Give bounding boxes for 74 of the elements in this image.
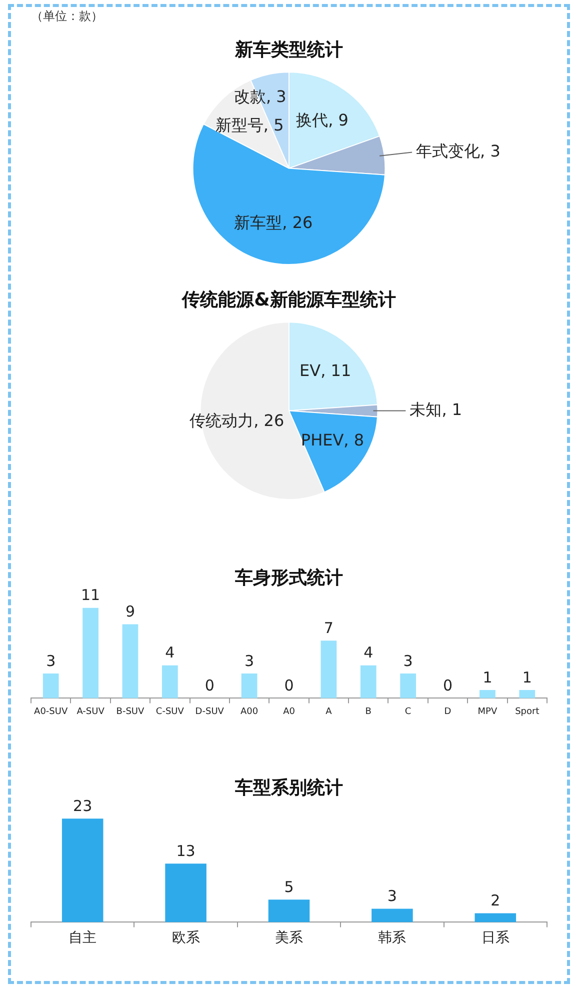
bar (82, 608, 98, 698)
data-label: 4 (364, 644, 374, 662)
slice-label: 年式变化 (416, 141, 480, 160)
x-tick-label: 自主 (68, 930, 97, 946)
bar (241, 674, 258, 698)
bar (360, 665, 376, 698)
data-label: 7 (324, 619, 334, 638)
data-label: 0 (442, 676, 453, 695)
data-label: 0 (204, 676, 214, 695)
x-tick-label: C-SUV (156, 706, 185, 717)
data-label: , 1 (442, 400, 462, 419)
chart-title: 车型系别统计 (234, 777, 343, 798)
x-tick-label: D-SUV (195, 706, 225, 717)
slice-label: 传统动力 (190, 410, 254, 430)
x-tick-label: 欧系 (172, 930, 200, 946)
data-label: , 8 (344, 430, 364, 450)
x-tick-label: B (365, 706, 372, 717)
x-tick-label: A0-SUV (34, 706, 68, 717)
bar (122, 624, 138, 698)
data-label: , 9 (328, 110, 348, 130)
data-label: 23 (73, 797, 92, 815)
data-label: , 5 (263, 115, 284, 134)
x-tick-label: A-SUV (76, 706, 106, 717)
x-tick-label: Sport (515, 706, 540, 717)
data-label: 13 (176, 842, 196, 860)
slice-label: 未知 (410, 400, 442, 419)
slice-label: EV (300, 361, 321, 380)
x-tick-label: A (326, 706, 333, 717)
bar (372, 908, 413, 922)
bar (162, 665, 178, 698)
data-label: 0 (284, 676, 294, 695)
bar (42, 674, 59, 698)
data-label: 4 (165, 644, 175, 662)
slice-label: 新型号 (215, 115, 264, 134)
data-label: , 26 (282, 213, 313, 232)
data-label: , 11 (320, 361, 352, 380)
x-tick-label: C (404, 706, 412, 717)
data-label: 11 (80, 586, 100, 604)
bar (62, 818, 104, 922)
text: （单位：款） (31, 8, 103, 25)
chart-title: 新车类型统计 (234, 39, 343, 60)
data-label: 3 (244, 652, 254, 670)
bar (268, 900, 310, 922)
data-label: , 26 (254, 410, 284, 430)
slice-label: 改款 (234, 86, 266, 106)
chart-title: 传统能源&新能源车型统计 (181, 289, 396, 310)
bar (474, 913, 516, 922)
data-label: 9 (125, 602, 136, 621)
data-label: 5 (284, 878, 294, 896)
chart-title: 车身形式统计 (234, 567, 343, 588)
bar (320, 640, 337, 698)
data-label: 3 (46, 652, 56, 670)
data-label: 2 (490, 892, 500, 910)
x-tick-label: 韩系 (378, 930, 406, 946)
data-label: , 3 (480, 141, 500, 160)
bar (519, 690, 536, 698)
slice-label: 新车型 (234, 213, 282, 232)
x-tick-label: MPV (478, 706, 498, 717)
data-label: 1 (522, 668, 532, 686)
bar (480, 690, 496, 698)
slice-label: PHEV (300, 430, 344, 450)
data-label: 3 (403, 652, 413, 670)
x-tick-label: A0 (283, 706, 296, 717)
x-tick-label: D (444, 706, 452, 717)
x-tick-label: A00 (240, 706, 258, 717)
x-tick-label: 日系 (481, 930, 510, 946)
data-label: 1 (482, 668, 492, 686)
data-label: 3 (387, 887, 397, 906)
bar (400, 674, 416, 698)
x-tick-label: 美系 (275, 930, 303, 946)
data-label: , 3 (266, 86, 286, 106)
slice-label: 换代 (296, 110, 328, 130)
x-tick-label: B-SUV (116, 706, 146, 717)
bar (165, 864, 206, 922)
